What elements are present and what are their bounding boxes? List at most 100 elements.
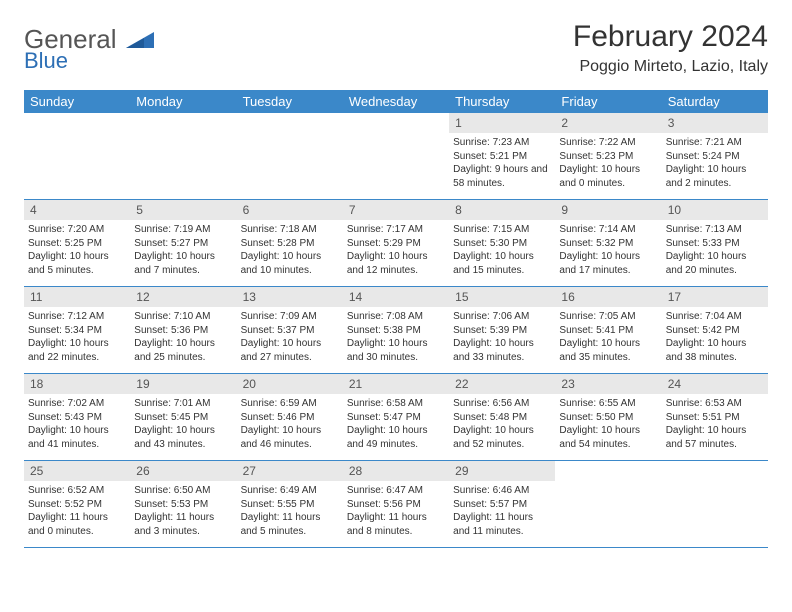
day-number: 13 xyxy=(237,287,343,307)
daylight-line: Daylight: 9 hours and 58 minutes. xyxy=(453,163,551,190)
daylight-line: Daylight: 10 hours and 5 minutes. xyxy=(28,250,126,277)
daylight-line: Daylight: 10 hours and 2 minutes. xyxy=(666,163,764,190)
day-number: 26 xyxy=(130,461,236,481)
daylight-line: Daylight: 10 hours and 52 minutes. xyxy=(453,424,551,451)
location-text: Poggio Mirteto, Lazio, Italy xyxy=(573,58,768,76)
daylight-line: Daylight: 11 hours and 5 minutes. xyxy=(241,511,339,538)
day-cell: 14Sunrise: 7:08 AMSunset: 5:38 PMDayligh… xyxy=(343,287,449,373)
day-cell: 4 Sunrise: 7:20 AMSunset: 5:25 PMDaylight… xyxy=(24,200,130,286)
sunset-line: Sunset: 5:32 PM xyxy=(559,237,657,251)
sunrise-line: Sunrise: 6:56 AM xyxy=(453,397,551,411)
weekday-cell: Monday xyxy=(130,90,236,113)
empty-cell xyxy=(662,461,768,547)
day-cell: 19Sunrise: 7:01 AMSunset: 5:45 PMDayligh… xyxy=(130,374,236,460)
sunset-line: Sunset: 5:37 PM xyxy=(241,324,339,338)
day-number: 29 xyxy=(449,461,555,481)
empty-cell xyxy=(130,113,236,199)
sunset-line: Sunset: 5:38 PM xyxy=(347,324,445,338)
logo-mark-icon xyxy=(126,32,154,48)
day-cell: 22 Sunrise: 6:56 AMSunset: 5:48 PMDayligh… xyxy=(449,374,555,460)
sunset-line: Sunset: 5:25 PM xyxy=(28,237,126,251)
day-cell: 12 Sunrise: 7:10 AMSunset: 5:36 PMDayligh… xyxy=(130,287,236,373)
day-cell: 9Sunrise: 7:14 AMSunset: 5:32 PMDaylight… xyxy=(555,200,661,286)
sunrise-line: Sunrise: 6:55 AM xyxy=(559,397,657,411)
day-number: 2 xyxy=(555,113,661,133)
weeks-container: 1Sunrise: 7:23 AMSunset: 5:21 PMDaylight… xyxy=(24,113,768,548)
day-cell: 18Sunrise: 7:02 AMSunset: 5:43 PMDayligh… xyxy=(24,374,130,460)
sunset-line: Sunset: 5:53 PM xyxy=(134,498,232,512)
day-cell: 5Sunrise: 7:19 AMSunset: 5:27 PMDaylight… xyxy=(130,200,236,286)
empty-cell xyxy=(24,113,130,199)
sunset-line: Sunset: 5:45 PM xyxy=(134,411,232,425)
daylight-line: Daylight: 10 hours and 41 minutes. xyxy=(28,424,126,451)
sunset-line: Sunset: 5:29 PM xyxy=(347,237,445,251)
day-number: 27 xyxy=(237,461,343,481)
sunset-line: Sunset: 5:39 PM xyxy=(453,324,551,338)
week-row: 4Sunrise: 7:20 AMSunset: 5:25 PMDaylight… xyxy=(24,200,768,287)
day-cell: 27Sunrise: 6:49 AMSunset: 5:55 PMDayligh… xyxy=(237,461,343,547)
sunrise-line: Sunrise: 7:22 AM xyxy=(559,136,657,150)
day-number: 7 xyxy=(343,200,449,220)
day-number: 18 xyxy=(24,374,130,394)
daylight-line: Daylight: 10 hours and 20 minutes. xyxy=(666,250,764,277)
day-number: 5 xyxy=(130,200,236,220)
sunset-line: Sunset: 5:51 PM xyxy=(666,411,764,425)
sunrise-line: Sunrise: 7:02 AM xyxy=(28,397,126,411)
sunrise-line: Sunrise: 7:10 AM xyxy=(134,310,232,324)
week-row: 18Sunrise: 7:02 AMSunset: 5:43 PMDayligh… xyxy=(24,374,768,461)
sunrise-line: Sunrise: 7:14 AM xyxy=(559,223,657,237)
daylight-line: Daylight: 10 hours and 30 minutes. xyxy=(347,337,445,364)
weekday-cell: Sunday xyxy=(24,90,130,113)
day-cell: 3 Sunrise: 7:21 AMSunset: 5:24 PMDaylight… xyxy=(662,113,768,199)
sunrise-line: Sunrise: 7:13 AM xyxy=(666,223,764,237)
day-number: 9 xyxy=(555,200,661,220)
daylight-line: Daylight: 10 hours and 43 minutes. xyxy=(134,424,232,451)
day-cell: 6Sunrise: 7:18 AMSunset: 5:28 PMDaylight… xyxy=(237,200,343,286)
day-number: 12 xyxy=(130,287,236,307)
weekday-header-row: SundayMondayTuesdayWednesdayThursdayFrid… xyxy=(24,90,768,113)
day-cell: 28Sunrise: 6:47 AMSunset: 5:56 PMDayligh… xyxy=(343,461,449,547)
sunrise-line: Sunrise: 7:21 AM xyxy=(666,136,764,150)
day-number: 19 xyxy=(130,374,236,394)
day-cell: 17Sunrise: 7:04 AMSunset: 5:42 PMDayligh… xyxy=(662,287,768,373)
day-number: 14 xyxy=(343,287,449,307)
sunrise-line: Sunrise: 7:20 AM xyxy=(28,223,126,237)
daylight-line: Daylight: 10 hours and 54 minutes. xyxy=(559,424,657,451)
daylight-line: Daylight: 10 hours and 38 minutes. xyxy=(666,337,764,364)
sunrise-line: Sunrise: 6:50 AM xyxy=(134,484,232,498)
month-title: February 2024 xyxy=(573,20,768,54)
day-cell: 8Sunrise: 7:15 AMSunset: 5:30 PMDaylight… xyxy=(449,200,555,286)
daylight-line: Daylight: 10 hours and 0 minutes. xyxy=(559,163,657,190)
day-number: 22 xyxy=(449,374,555,394)
sunset-line: Sunset: 5:56 PM xyxy=(347,498,445,512)
daylight-line: Daylight: 10 hours and 25 minutes. xyxy=(134,337,232,364)
sunset-line: Sunset: 5:24 PM xyxy=(666,150,764,164)
day-cell: 15Sunrise: 7:06 AMSunset: 5:39 PMDayligh… xyxy=(449,287,555,373)
sunset-line: Sunset: 5:55 PM xyxy=(241,498,339,512)
daylight-line: Daylight: 11 hours and 3 minutes. xyxy=(134,511,232,538)
sunrise-line: Sunrise: 7:23 AM xyxy=(453,136,551,150)
daylight-line: Daylight: 10 hours and 57 minutes. xyxy=(666,424,764,451)
page-header: General Blue February 2024 Poggio Mirtet… xyxy=(24,20,768,76)
daylight-line: Daylight: 10 hours and 22 minutes. xyxy=(28,337,126,364)
day-number: 4 xyxy=(24,200,130,220)
sunrise-line: Sunrise: 7:18 AM xyxy=(241,223,339,237)
day-number: 28 xyxy=(343,461,449,481)
day-number: 11 xyxy=(24,287,130,307)
week-row: 25Sunrise: 6:52 AMSunset: 5:52 PMDayligh… xyxy=(24,461,768,548)
day-cell: 24Sunrise: 6:53 AMSunset: 5:51 PMDayligh… xyxy=(662,374,768,460)
sunrise-line: Sunrise: 7:06 AM xyxy=(453,310,551,324)
weekday-cell: Saturday xyxy=(662,90,768,113)
sunset-line: Sunset: 5:36 PM xyxy=(134,324,232,338)
sunset-line: Sunset: 5:41 PM xyxy=(559,324,657,338)
day-cell: 29Sunrise: 6:46 AMSunset: 5:57 PMDayligh… xyxy=(449,461,555,547)
sunset-line: Sunset: 5:23 PM xyxy=(559,150,657,164)
day-cell: 26 Sunrise: 6:50 AMSunset: 5:53 PMDayligh… xyxy=(130,461,236,547)
day-cell: 10Sunrise: 7:13 AMSunset: 5:33 PMDayligh… xyxy=(662,200,768,286)
day-number: 21 xyxy=(343,374,449,394)
sunrise-line: Sunrise: 6:52 AM xyxy=(28,484,126,498)
sunrise-line: Sunrise: 7:05 AM xyxy=(559,310,657,324)
day-number: 3 xyxy=(662,113,768,133)
day-cell: 21Sunrise: 6:58 AMSunset: 5:47 PMDayligh… xyxy=(343,374,449,460)
sunset-line: Sunset: 5:48 PM xyxy=(453,411,551,425)
